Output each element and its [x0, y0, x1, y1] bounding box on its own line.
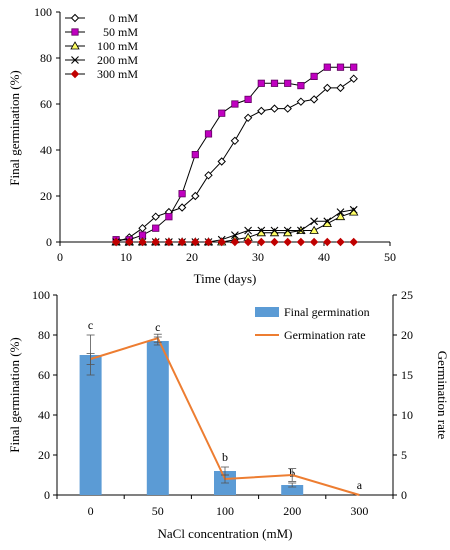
top-y-tick-label: 40 [40, 143, 52, 157]
data-point [284, 105, 291, 112]
legend-swatch [255, 307, 279, 317]
bottom-y2-tick-label: 15 [401, 368, 413, 382]
bottom-x-tick-label: 0 [88, 504, 94, 518]
bottom-y-tick-label: 80 [38, 328, 50, 342]
bottom-x-tick-label: 300 [350, 504, 368, 518]
data-point [298, 82, 304, 88]
top-y-tick-label: 60 [40, 97, 52, 111]
top-x-axis-label: Time (days) [194, 271, 257, 286]
top-x-tick-label: 40 [318, 250, 330, 264]
data-point [245, 96, 251, 102]
data-point [232, 101, 238, 107]
bottom-y-tick-label: 20 [38, 448, 50, 462]
data-point [271, 80, 277, 86]
data-point [297, 98, 304, 105]
data-point [285, 80, 291, 86]
bottom-x-tick-label: 50 [152, 504, 164, 518]
data-point [219, 110, 225, 116]
data-point [245, 114, 252, 121]
data-point [271, 105, 278, 112]
data-point [297, 239, 304, 246]
top-x-tick-label: 10 [120, 250, 132, 264]
bar [80, 355, 102, 495]
data-point [337, 239, 344, 246]
bottom-x-tick-label: 100 [216, 504, 234, 518]
legend-label: 100 mM [97, 39, 138, 53]
bottom-y-tick-label: 40 [38, 408, 50, 422]
top-y-tick-label: 100 [34, 5, 52, 19]
top-x-tick-label: 0 [57, 250, 63, 264]
data-point [351, 64, 357, 70]
legend-label: Final germination [284, 305, 370, 319]
bottom-x-axis-label: NaCl concentration (mM) [157, 526, 292, 541]
data-point [258, 107, 265, 114]
top-y-tick-label: 0 [46, 235, 52, 249]
data-point [231, 137, 238, 144]
data-point [205, 131, 211, 137]
bottom-x-tick-label: 200 [283, 504, 301, 518]
significance-letter: c [155, 320, 160, 334]
data-point [337, 64, 343, 70]
data-point [324, 239, 331, 246]
significance-letter: b [222, 450, 228, 464]
data-point [311, 73, 317, 79]
series-line-1 [116, 67, 354, 240]
top-x-tick-label: 50 [384, 250, 396, 264]
data-point [284, 239, 291, 246]
bottom-y2-tick-label: 25 [401, 288, 413, 302]
bottom-y-tick-label: 60 [38, 368, 50, 382]
bottom-y-axis-label: Final germination (%) [7, 337, 22, 453]
data-point [258, 80, 264, 86]
bottom-y2-tick-label: 20 [401, 328, 413, 342]
data-point [166, 214, 172, 220]
legend-label: 0 mM [109, 11, 138, 25]
significance-letter: a [357, 478, 363, 492]
legend-marker [72, 29, 78, 35]
top-y-axis-label: Final germination (%) [7, 70, 22, 186]
data-point [311, 239, 318, 246]
legend-label: Germination rate [284, 328, 366, 342]
top-x-tick-label: 30 [252, 250, 264, 264]
legend-label: 200 mM [97, 53, 138, 67]
nacl-concentration-chart: 0204060801000510152025050100200300 ccbba… [7, 288, 450, 541]
top-y-tick-label: 80 [40, 51, 52, 65]
data-point [324, 64, 330, 70]
bottom-y-tick-label: 100 [32, 288, 50, 302]
bottom-y2-tick-label: 0 [401, 488, 407, 502]
data-point [258, 239, 265, 246]
data-point [153, 225, 159, 231]
data-point [350, 239, 357, 246]
bottom-y2-tick-label: 5 [401, 448, 407, 462]
legend-marker [72, 71, 79, 78]
bottom-y2-axis-label: Germination rate [435, 351, 450, 440]
legend-label: 300 mM [97, 67, 138, 81]
bottom-y2-tick-label: 10 [401, 408, 413, 422]
data-point [337, 84, 344, 91]
legend-marker [72, 15, 79, 22]
legend-label: 50 mM [103, 25, 138, 39]
data-point [271, 239, 278, 246]
data-point [350, 75, 357, 82]
data-point [192, 151, 198, 157]
top-x-tick-label: 20 [186, 250, 198, 264]
top-y-tick-label: 20 [40, 189, 52, 203]
data-point [179, 191, 185, 197]
bar [147, 341, 169, 495]
significance-letter: c [88, 318, 93, 332]
bottom-y-tick-label: 0 [44, 488, 50, 502]
